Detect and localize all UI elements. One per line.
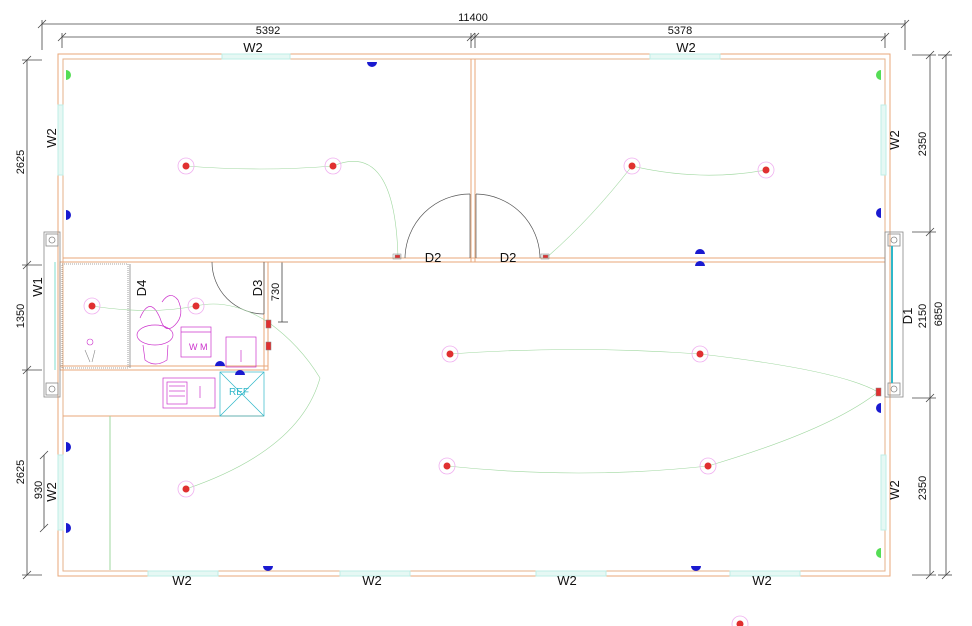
dim-left-middle: 1350 bbox=[15, 304, 27, 328]
light-fixture bbox=[731, 615, 749, 626]
windows bbox=[57, 53, 887, 577]
light-fixture bbox=[83, 297, 101, 315]
door-d1 bbox=[884, 231, 904, 398]
wm-label: W M bbox=[189, 342, 208, 352]
dim-left-small: 930 bbox=[33, 481, 45, 499]
light-fixture bbox=[757, 161, 775, 179]
light-fixture bbox=[699, 457, 717, 475]
window-label: W2 bbox=[676, 40, 696, 55]
door-d2-label: D2 bbox=[500, 250, 517, 265]
dim-right-top: 2350 bbox=[917, 132, 929, 156]
light-fixture bbox=[438, 457, 456, 475]
light-fixture bbox=[623, 157, 641, 175]
dim-left-bottom: 2625 bbox=[15, 460, 27, 484]
doors bbox=[211, 193, 541, 315]
window-label: W2 bbox=[243, 40, 263, 55]
dim-right-bottom: 2350 bbox=[917, 476, 929, 500]
dim-overall-width: 11400 bbox=[458, 12, 488, 24]
window-label: W2 bbox=[752, 573, 772, 588]
door-d2-label: D2 bbox=[425, 250, 442, 265]
dim-door-d3: 730 bbox=[270, 283, 282, 301]
door-d3-label: D3 bbox=[250, 280, 265, 297]
ref-label: REF bbox=[229, 387, 249, 398]
light-fixture bbox=[177, 157, 195, 175]
window-label: W2 bbox=[44, 482, 59, 502]
light-fixture bbox=[691, 345, 709, 363]
light-fixture bbox=[177, 480, 195, 498]
green-sockets bbox=[66, 70, 881, 558]
window-label: W2 bbox=[887, 480, 902, 500]
switches bbox=[265, 253, 882, 397]
window-label: W2 bbox=[362, 573, 382, 588]
door-d1-label: D1 bbox=[900, 308, 915, 325]
window-label: W2 bbox=[887, 130, 902, 150]
bathroom-fixtures bbox=[136, 295, 257, 409]
walls bbox=[57, 53, 891, 577]
window-label: W2 bbox=[557, 573, 577, 588]
sockets bbox=[66, 62, 881, 571]
ceiling-lights bbox=[83, 157, 775, 626]
light-fixture bbox=[441, 345, 459, 363]
dim-overall-height: 6850 bbox=[933, 302, 945, 326]
door-d4-label: D4 bbox=[134, 280, 149, 297]
dim-right-middle: 2150 bbox=[917, 304, 929, 328]
wiring bbox=[91, 161, 879, 490]
light-fixture bbox=[324, 157, 342, 175]
toilet-partition bbox=[61, 263, 131, 369]
dimension-lines bbox=[22, 19, 952, 580]
dim-right-width: 5378 bbox=[668, 25, 692, 37]
toilet-fixture bbox=[84, 338, 96, 363]
dim-left-width: 5392 bbox=[256, 25, 280, 37]
dim-left-top: 2625 bbox=[15, 150, 27, 174]
window-w1 bbox=[43, 231, 61, 398]
window-label: W2 bbox=[44, 128, 59, 148]
window-w1-label: W1 bbox=[30, 277, 45, 297]
window-label: W2 bbox=[172, 573, 192, 588]
light-fixture bbox=[187, 297, 205, 315]
